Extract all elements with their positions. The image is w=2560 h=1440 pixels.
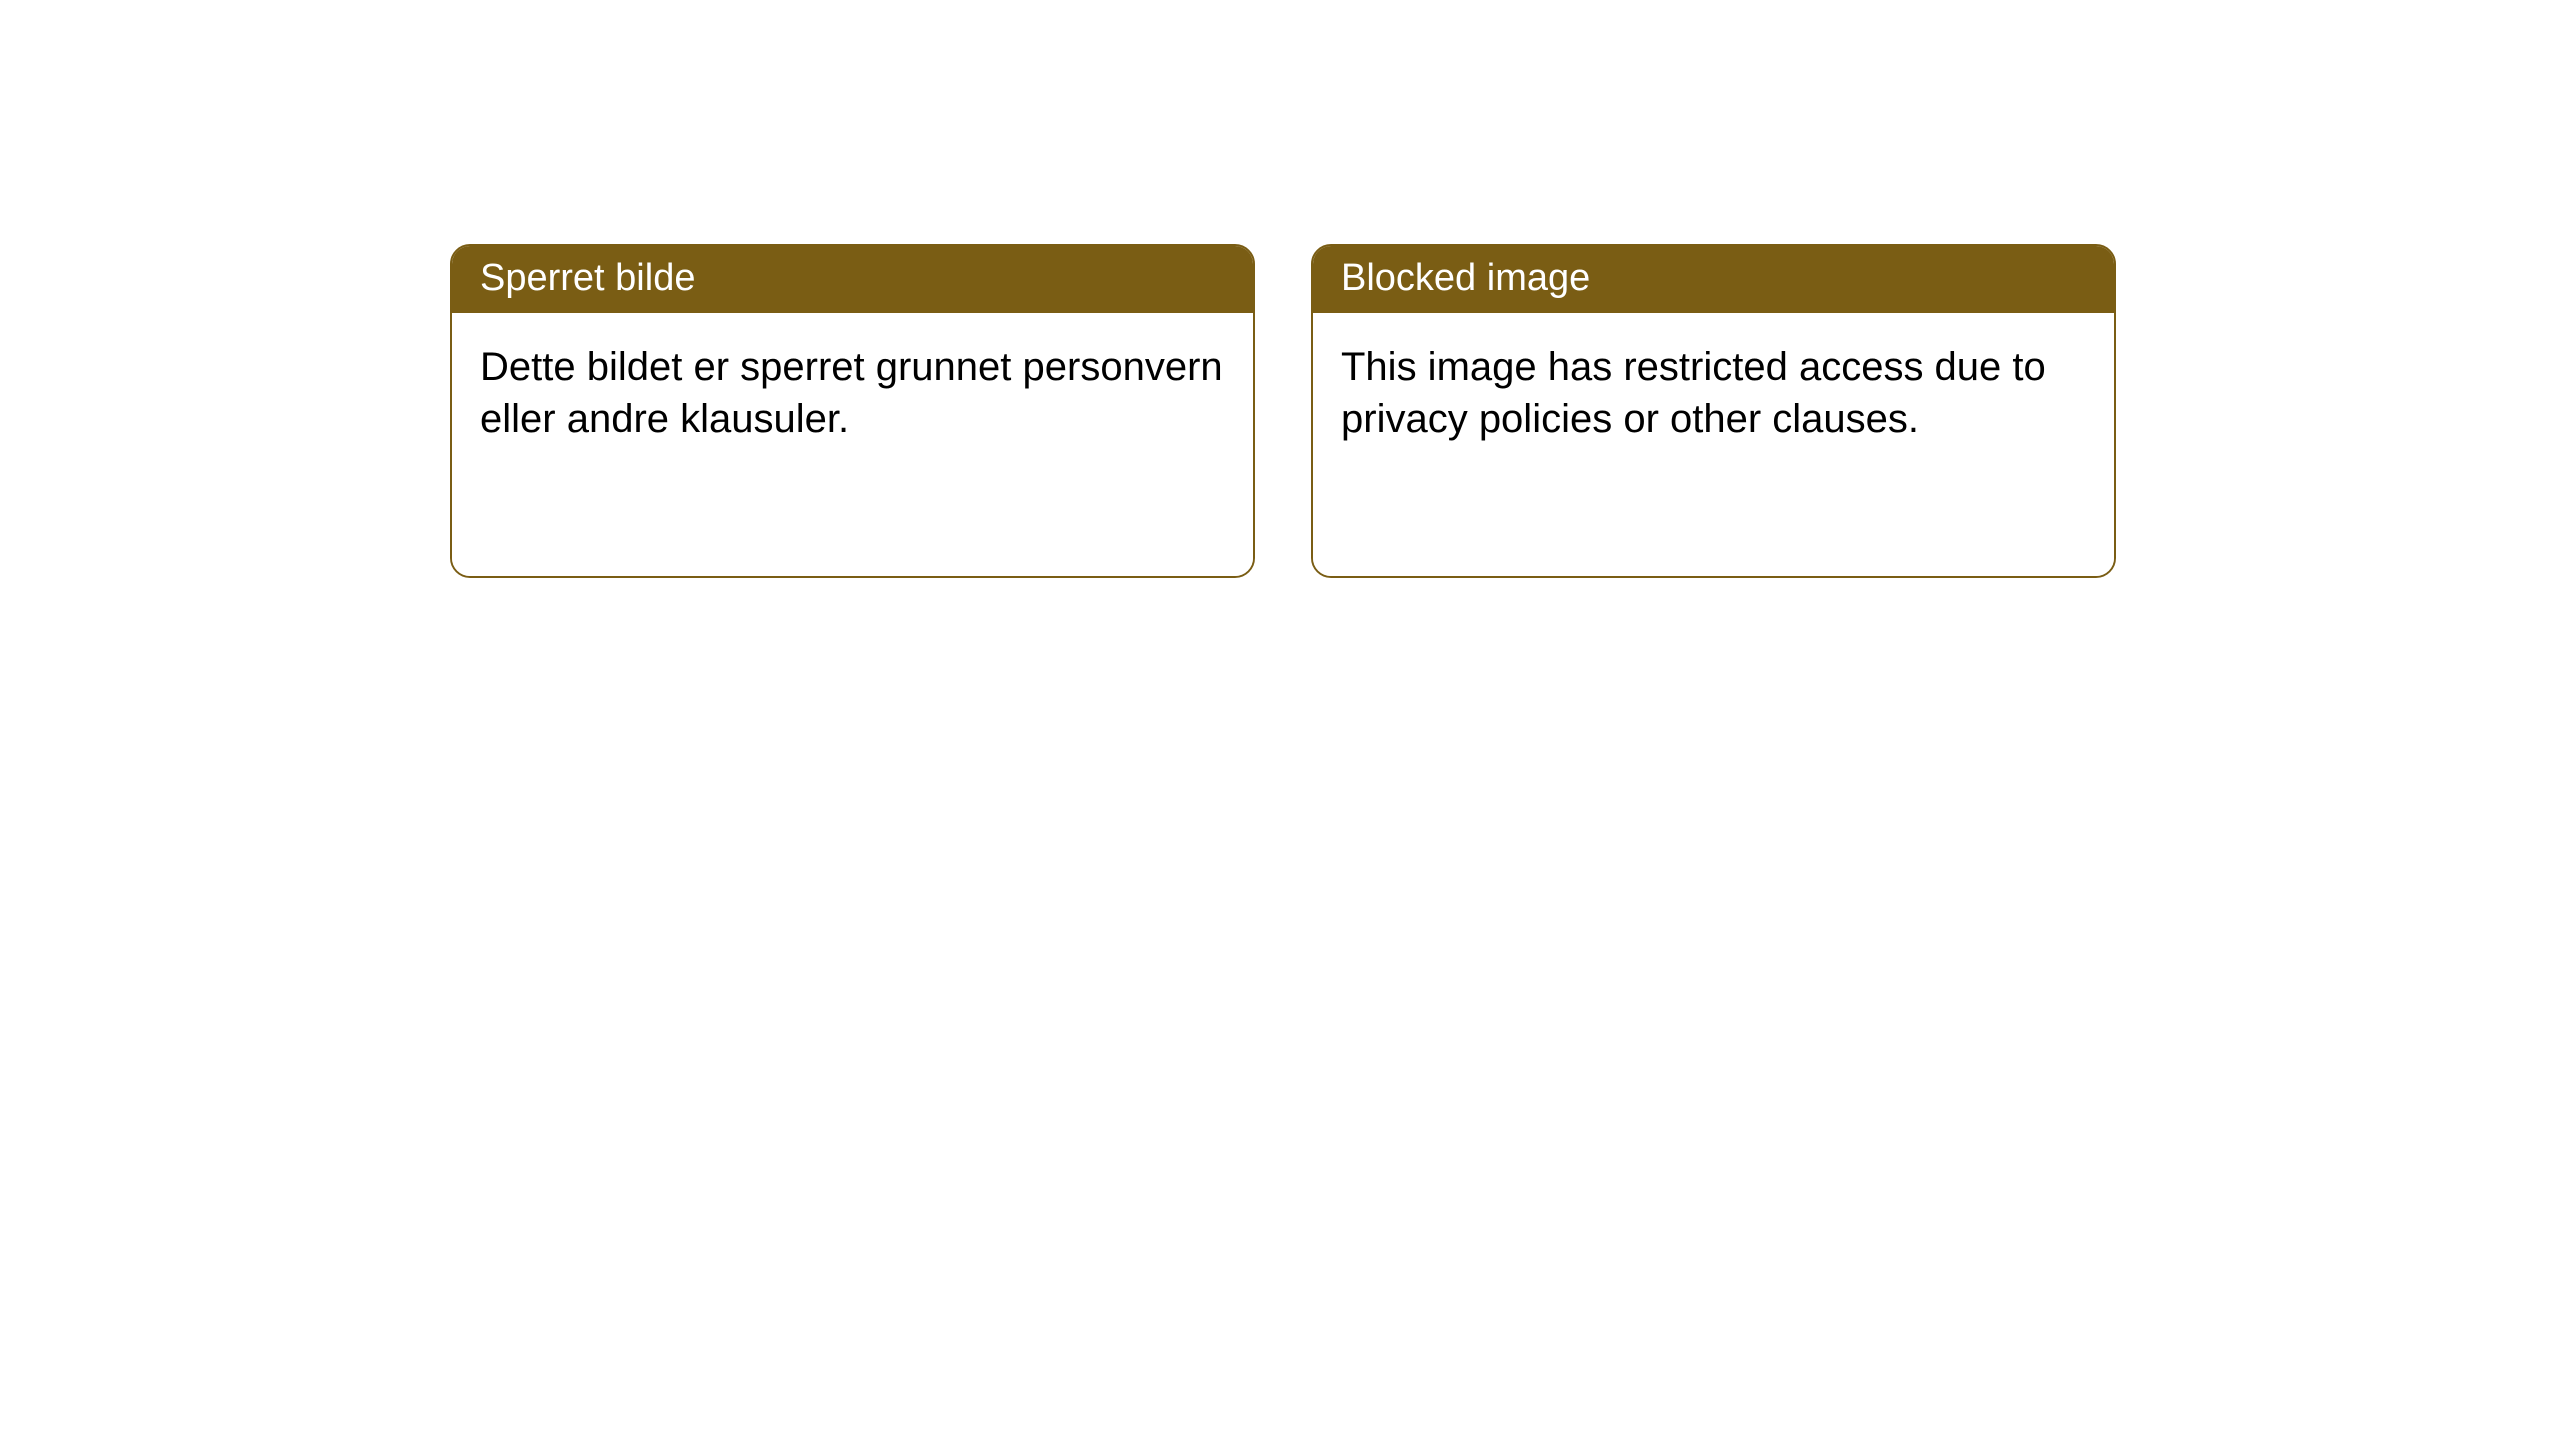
notice-card-title: Blocked image — [1313, 246, 2114, 313]
notice-card-norwegian: Sperret bilde Dette bildet er sperret gr… — [450, 244, 1255, 578]
notice-card-body: This image has restricted access due to … — [1313, 313, 2114, 576]
notice-card-body: Dette bildet er sperret grunnet personve… — [452, 313, 1253, 576]
notice-card-english: Blocked image This image has restricted … — [1311, 244, 2116, 578]
notice-container: Sperret bilde Dette bildet er sperret gr… — [0, 0, 2560, 578]
notice-card-title: Sperret bilde — [452, 246, 1253, 313]
